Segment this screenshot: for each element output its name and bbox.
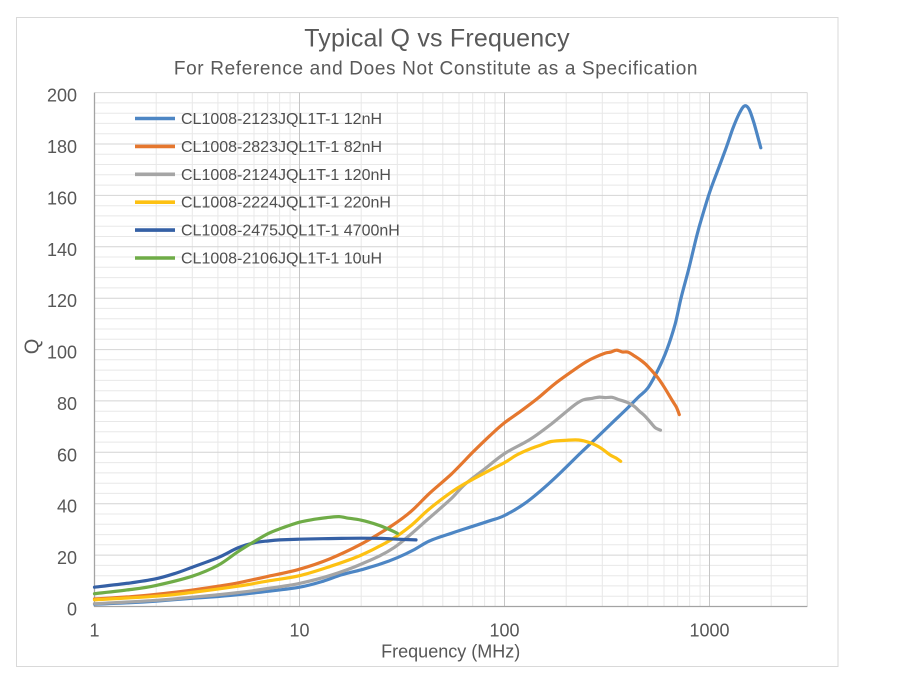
svg-text:160: 160 [47,188,77,208]
svg-text:10: 10 [289,621,309,641]
svg-text:CL1008-2106JQL1T-1 10uH: CL1008-2106JQL1T-1 10uH [181,251,382,268]
svg-text:20: 20 [57,548,77,568]
svg-text:100: 100 [489,621,519,641]
svg-text:For Reference and Does Not Con: For Reference and Does Not Constitute as… [174,59,698,80]
svg-text:80: 80 [57,394,77,414]
svg-text:40: 40 [57,497,77,517]
svg-text:CL1008-2224JQL1T-1 220nH: CL1008-2224JQL1T-1 220nH [181,195,391,212]
svg-text:Frequency (MHz): Frequency (MHz) [381,642,520,662]
svg-text:100: 100 [47,343,77,363]
svg-text:60: 60 [57,445,77,465]
svg-text:0: 0 [67,600,77,620]
svg-text:CL1008-2123JQL1T-1 12nH: CL1008-2123JQL1T-1 12nH [181,111,382,128]
svg-text:Typical Q vs Frequency: Typical Q vs Frequency [304,25,570,53]
svg-text:CL1008-2475JQL1T-1 4700nH: CL1008-2475JQL1T-1 4700nH [181,223,400,240]
svg-text:Q: Q [22,339,44,355]
svg-text:CL1008-2823JQL1T-1 82nH: CL1008-2823JQL1T-1 82nH [181,139,382,156]
svg-text:200: 200 [47,86,77,106]
svg-text:CL1008-2124JQL1T-1 120nH: CL1008-2124JQL1T-1 120nH [181,167,391,184]
svg-text:120: 120 [47,291,77,311]
svg-text:1: 1 [89,621,99,641]
svg-text:140: 140 [47,240,77,260]
svg-text:1000: 1000 [689,621,729,641]
svg-text:180: 180 [47,137,77,157]
